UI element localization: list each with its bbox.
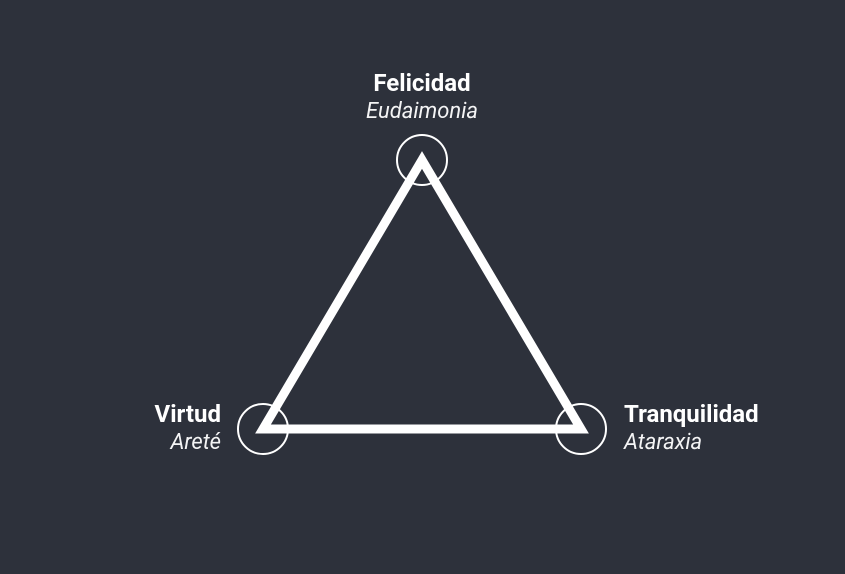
vertex-label-right-sub: Ataraxia	[624, 429, 759, 457]
diagram-canvas: Felicidad Eudaimonia Virtud Areté Tranqu…	[0, 0, 845, 574]
vertex-label-left-main: Virtud	[155, 399, 221, 429]
vertex-label-right: Tranquilidad Ataraxia	[624, 399, 759, 457]
vertex-label-right-main: Tranquilidad	[624, 399, 759, 429]
vertex-label-left: Virtud Areté	[155, 399, 221, 457]
vertex-label-top: Felicidad Eudaimonia	[366, 68, 478, 126]
vertex-label-left-sub: Areté	[155, 429, 221, 457]
vertex-label-top-main: Felicidad	[366, 68, 478, 98]
vertex-label-top-sub: Eudaimonia	[366, 98, 478, 126]
